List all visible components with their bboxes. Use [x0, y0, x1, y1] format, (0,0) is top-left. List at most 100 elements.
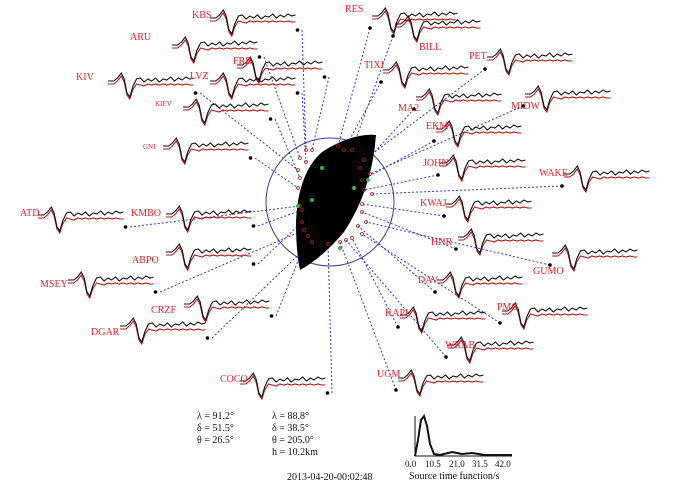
- synthetic-waveform-coco: [240, 374, 326, 401]
- station-label-atd: ATD: [20, 208, 39, 219]
- waveform-end-marker-ekm: [432, 139, 436, 143]
- station-label-kiv: KIV: [76, 72, 95, 83]
- station-projection-kiev: [298, 176, 302, 180]
- station-label-abpo: ABPO: [132, 255, 159, 266]
- ray-ekm: [361, 140, 435, 181]
- ray-kapi: [351, 237, 399, 328]
- observed-waveform-gni: [163, 136, 249, 164]
- observed-waveform-john: [440, 153, 526, 181]
- station-projection-frb: [310, 148, 314, 152]
- polarity-marker-1: [366, 178, 370, 182]
- observed-waveform-kmbo: [166, 204, 252, 232]
- synthetic-waveform-kwaj: [446, 197, 532, 224]
- waveform-end-marker-dgar: [205, 336, 210, 340]
- waveform-end-marker-kiev: [268, 117, 273, 121]
- ray-aru: [263, 56, 301, 159]
- station-label-kiev: KIEV: [155, 100, 172, 108]
- stf-tick-2: 21.0: [449, 459, 465, 469]
- station-projection-gumo: [364, 220, 368, 224]
- station-label-frb: FRB: [233, 56, 252, 67]
- station-label-midw: MIDW: [511, 101, 540, 112]
- observed-waveform-midw: [525, 84, 611, 112]
- station-projection-hnr: [360, 210, 364, 214]
- station-projection-midw: [368, 172, 372, 176]
- synthetic-waveform-john: [440, 156, 526, 183]
- station-projection-abpo: [300, 220, 304, 224]
- waveform-end-marker-kbs: [295, 28, 300, 32]
- ray-dgar: [211, 241, 313, 339]
- observed-waveform-wake: [564, 164, 650, 192]
- observed-waveform-ekm: [436, 119, 522, 147]
- synthetic-waveform-atd: [38, 208, 124, 235]
- station-label-kapi: KAPI: [385, 308, 408, 319]
- synthetic-waveform-kapi: [400, 308, 486, 335]
- observed-waveform-lvz: [210, 71, 296, 99]
- station-projection-ekm: [360, 178, 364, 182]
- synthetic-waveform-gni: [163, 139, 249, 166]
- polarity-marker-5: [310, 198, 314, 202]
- waveform-end-marker-hnr: [454, 247, 458, 251]
- observed-waveform-aru: [172, 35, 258, 63]
- station-projection-res: [336, 144, 340, 148]
- waveform-end-marker-abpo: [251, 262, 256, 266]
- plane1-theta: θ = 26.5°: [197, 435, 234, 446]
- waveform-end-marker-coco: [325, 391, 330, 395]
- waveform-end-marker-ugm: [394, 388, 398, 392]
- waveform-end-marker-aru: [257, 55, 262, 59]
- synthetic-waveform-midw: [525, 87, 611, 114]
- ray-kmbo: [257, 209, 303, 227]
- station-label-ma2: MA2: [398, 103, 419, 114]
- ray-kwaj: [361, 203, 445, 217]
- synthetic-waveform-lvz: [210, 74, 296, 101]
- station-label-gumo: GUMO: [533, 266, 564, 277]
- station-label-pmg: PMG: [497, 302, 519, 313]
- event-time: 2013-04-20-00:02:48: [287, 472, 373, 483]
- stf-curve: [414, 413, 512, 457]
- observed-waveform-dav: [437, 270, 523, 298]
- observed-waveform-pet: [487, 47, 573, 75]
- stf-tick-0: 0.0: [405, 459, 417, 469]
- observed-waveform-msey: [68, 270, 154, 298]
- stf-tick-4: 42.0: [495, 459, 511, 469]
- stf-tick-3: 31.5: [472, 459, 488, 469]
- station-label-crzf: CRZF: [151, 305, 176, 316]
- station-label-dgar: DGAR: [91, 327, 120, 338]
- station-label-msey: MSEY: [40, 279, 68, 290]
- waveform-end-marker-midw: [521, 104, 525, 108]
- observed-waveform-kapi: [400, 305, 486, 333]
- synthetic-waveform-tixi: [383, 63, 469, 90]
- station-projection-dav: [356, 224, 360, 228]
- observed-waveform-kbs: [210, 8, 296, 36]
- synthetic-waveform-kiv: [108, 74, 194, 101]
- waveform-end-marker-ma2: [412, 107, 416, 111]
- ray-wrab: [345, 239, 447, 358]
- source-time-function-plot: 0.0 10.5 21.0 31.5 42.0 Source time func…: [405, 413, 512, 482]
- station-label-john: JOHN: [423, 158, 449, 169]
- ray-atd: [129, 205, 301, 228]
- observed-waveform-hnr: [458, 227, 544, 255]
- polarity-marker-2: [296, 204, 300, 208]
- polarity-marker-3: [338, 246, 342, 250]
- station-projection-kwaj: [360, 202, 364, 206]
- synthetic-waveform-bill: [395, 17, 481, 44]
- station-projection-coco: [326, 242, 330, 246]
- synthetic-waveform-kbs: [210, 11, 296, 38]
- ray-abpo: [257, 221, 303, 265]
- ray-pet: [363, 68, 486, 161]
- synthetic-waveform-wake: [564, 167, 650, 194]
- ray-kbs: [301, 29, 307, 151]
- observed-waveform-res: [372, 6, 458, 34]
- synthetic-waveform-ugm: [398, 371, 484, 398]
- waveform-end-marker-crzf: [269, 314, 274, 318]
- station-label-tixi: TIXI: [364, 60, 384, 71]
- ray-kiev: [274, 118, 301, 179]
- ray-ma2: [359, 108, 415, 169]
- observed-waveform-wrab: [448, 335, 534, 363]
- synthetic-waveform-kiev: [183, 100, 269, 127]
- observed-waveform-crzf: [184, 294, 270, 322]
- station-projection-crzf: [306, 234, 310, 238]
- plane2-theta: θ = 205.0°: [272, 435, 314, 446]
- observed-waveform-kwaj: [446, 194, 532, 222]
- waveform-end-marker-pet: [483, 67, 487, 71]
